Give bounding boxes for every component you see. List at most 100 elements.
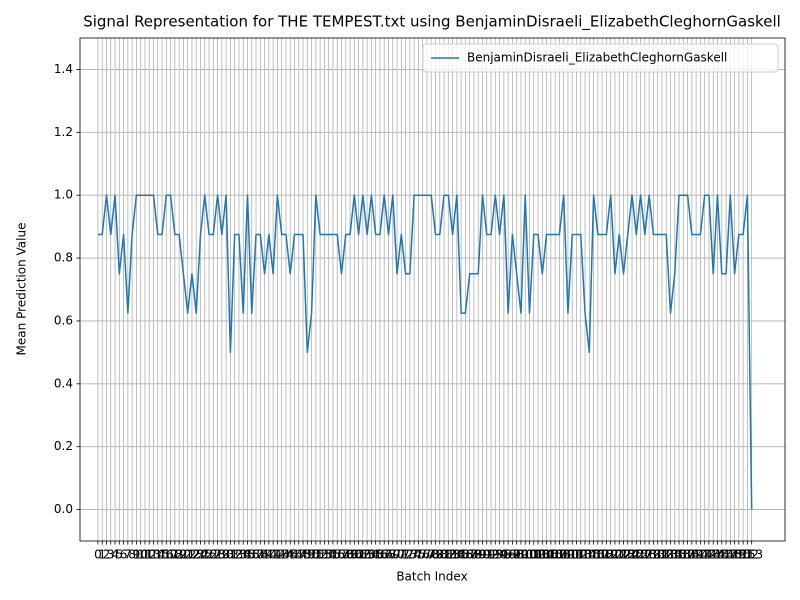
x-tick-label: 61 bbox=[351, 548, 366, 562]
x-tick-label: 72 bbox=[398, 548, 413, 562]
x-tick-label: 17 bbox=[163, 548, 178, 562]
x-tick-label: 57 bbox=[334, 548, 349, 562]
x-tick-label: 141 bbox=[689, 548, 712, 562]
x-tick-label: 120 bbox=[599, 548, 622, 562]
x-tick-label: 32 bbox=[227, 548, 242, 562]
x-tick-label: 0 bbox=[94, 548, 102, 562]
x-tick-label: 27 bbox=[206, 548, 221, 562]
x-tick-label: 10 bbox=[133, 548, 148, 562]
x-tick-label: 94 bbox=[492, 548, 507, 562]
x-tick-label: 128 bbox=[633, 548, 656, 562]
x-tick-label: 1 bbox=[98, 548, 106, 562]
x-tick-label: 90 bbox=[475, 548, 490, 562]
x-tick-label: 19 bbox=[171, 548, 186, 562]
x-tick-label: 15 bbox=[154, 548, 169, 562]
legend-box bbox=[422, 43, 779, 73]
x-tick-label: 70 bbox=[389, 548, 404, 562]
y-axis-label: Mean Prediction Value bbox=[15, 223, 29, 356]
x-tick-label: 89 bbox=[471, 548, 486, 562]
y-tick-label: 1.0 bbox=[54, 188, 73, 202]
x-tick-label: 81 bbox=[436, 548, 451, 562]
x-tick-label: 68 bbox=[381, 548, 396, 562]
x-tick-label: 48 bbox=[295, 548, 310, 562]
x-tick-label: 108 bbox=[548, 548, 571, 562]
x-tick-label: 135 bbox=[663, 548, 686, 562]
x-tick-label: 85 bbox=[453, 548, 468, 562]
x-tick-label: 5 bbox=[115, 548, 123, 562]
x-tick-label: 105 bbox=[535, 548, 558, 562]
legend-label: BenjaminDisraeli_ElizabethCleghornGaskel… bbox=[467, 51, 727, 65]
y-tick-label: 1.4 bbox=[54, 62, 73, 76]
x-tick-label: 6 bbox=[120, 548, 128, 562]
x-tick-label: 76 bbox=[415, 548, 430, 562]
x-tick-label: 146 bbox=[710, 548, 733, 562]
x-tick-label: 131 bbox=[646, 548, 669, 562]
x-tick-label: 104 bbox=[531, 548, 554, 562]
x-tick-label: 69 bbox=[385, 548, 400, 562]
x-tick-label: 24 bbox=[193, 548, 208, 562]
x-tick-label: 62 bbox=[355, 548, 370, 562]
x-tick-label: 143 bbox=[697, 548, 720, 562]
x-tick-label: 80 bbox=[432, 548, 447, 562]
x-tick-label: 67 bbox=[377, 548, 392, 562]
x-tick-label: 113 bbox=[569, 548, 592, 562]
x-tick-label: 139 bbox=[680, 548, 703, 562]
x-tick-label: 43 bbox=[274, 548, 289, 562]
y-tick-label: 0.6 bbox=[54, 313, 73, 327]
x-tick-label: 9 bbox=[133, 548, 141, 562]
x-tick-label: 21 bbox=[180, 548, 195, 562]
x-tick-label: 7 bbox=[124, 548, 132, 562]
x-tick-label: 111 bbox=[561, 548, 584, 562]
x-tick-label: 96 bbox=[500, 548, 515, 562]
x-tick-label: 149 bbox=[723, 548, 746, 562]
x-tick-label: 65 bbox=[368, 548, 383, 562]
chart-title: Signal Representation for THE TEMPEST.tx… bbox=[83, 13, 781, 32]
x-tick-label: 29 bbox=[214, 548, 229, 562]
x-tick-label: 54 bbox=[321, 548, 336, 562]
x-tick-label: 44 bbox=[278, 548, 293, 562]
x-tick-label: 132 bbox=[650, 548, 673, 562]
x-tick-label: 99 bbox=[513, 548, 528, 562]
x-tick-label: 59 bbox=[342, 548, 357, 562]
x-tick-label: 110 bbox=[556, 548, 579, 562]
x-tick-label: 82 bbox=[441, 548, 456, 562]
x-tick-label: 30 bbox=[218, 548, 233, 562]
x-tick-label: 14 bbox=[150, 548, 165, 562]
x-tick-label: 58 bbox=[338, 548, 353, 562]
x-tick-label: 55 bbox=[325, 548, 340, 562]
x-tick-label: 20 bbox=[176, 548, 191, 562]
x-tick-label: 46 bbox=[287, 548, 302, 562]
x-tick-label: 140 bbox=[685, 548, 708, 562]
x-tick-label: 98 bbox=[509, 548, 524, 562]
x-tick-label: 112 bbox=[565, 548, 588, 562]
x-tick-label: 4 bbox=[111, 548, 119, 562]
x-tick-label: 142 bbox=[693, 548, 716, 562]
x-tick-label: 77 bbox=[419, 548, 434, 562]
axes-frame bbox=[79, 37, 786, 542]
x-tick-label: 73 bbox=[402, 548, 417, 562]
x-tick-label: 36 bbox=[244, 548, 259, 562]
x-tick-label: 145 bbox=[706, 548, 729, 562]
x-tick-label: 134 bbox=[659, 548, 682, 562]
x-tick-label: 147 bbox=[715, 548, 738, 562]
x-tick-label: 23 bbox=[189, 548, 204, 562]
x-tick-label: 33 bbox=[231, 548, 246, 562]
x-tick-label: 123 bbox=[612, 548, 635, 562]
x-tick-label: 66 bbox=[372, 548, 387, 562]
x-tick-label: 39 bbox=[257, 548, 272, 562]
x-tick-label: 84 bbox=[449, 548, 464, 562]
x-tick-label: 22 bbox=[184, 548, 199, 562]
x-tick-label: 52 bbox=[312, 548, 327, 562]
x-tick-label: 122 bbox=[608, 548, 631, 562]
x-tick-label: 53 bbox=[317, 548, 332, 562]
line-series bbox=[97, 194, 753, 510]
x-tick-label: 153 bbox=[740, 548, 763, 562]
x-tick-label: 2 bbox=[103, 548, 111, 562]
x-tick-label: 51 bbox=[308, 548, 323, 562]
x-tick-label: 34 bbox=[236, 548, 251, 562]
x-tick-label: 42 bbox=[270, 548, 285, 562]
x-tick-label: 86 bbox=[458, 548, 473, 562]
x-tick-label: 3 bbox=[107, 548, 115, 562]
x-tick-label: 129 bbox=[638, 548, 661, 562]
